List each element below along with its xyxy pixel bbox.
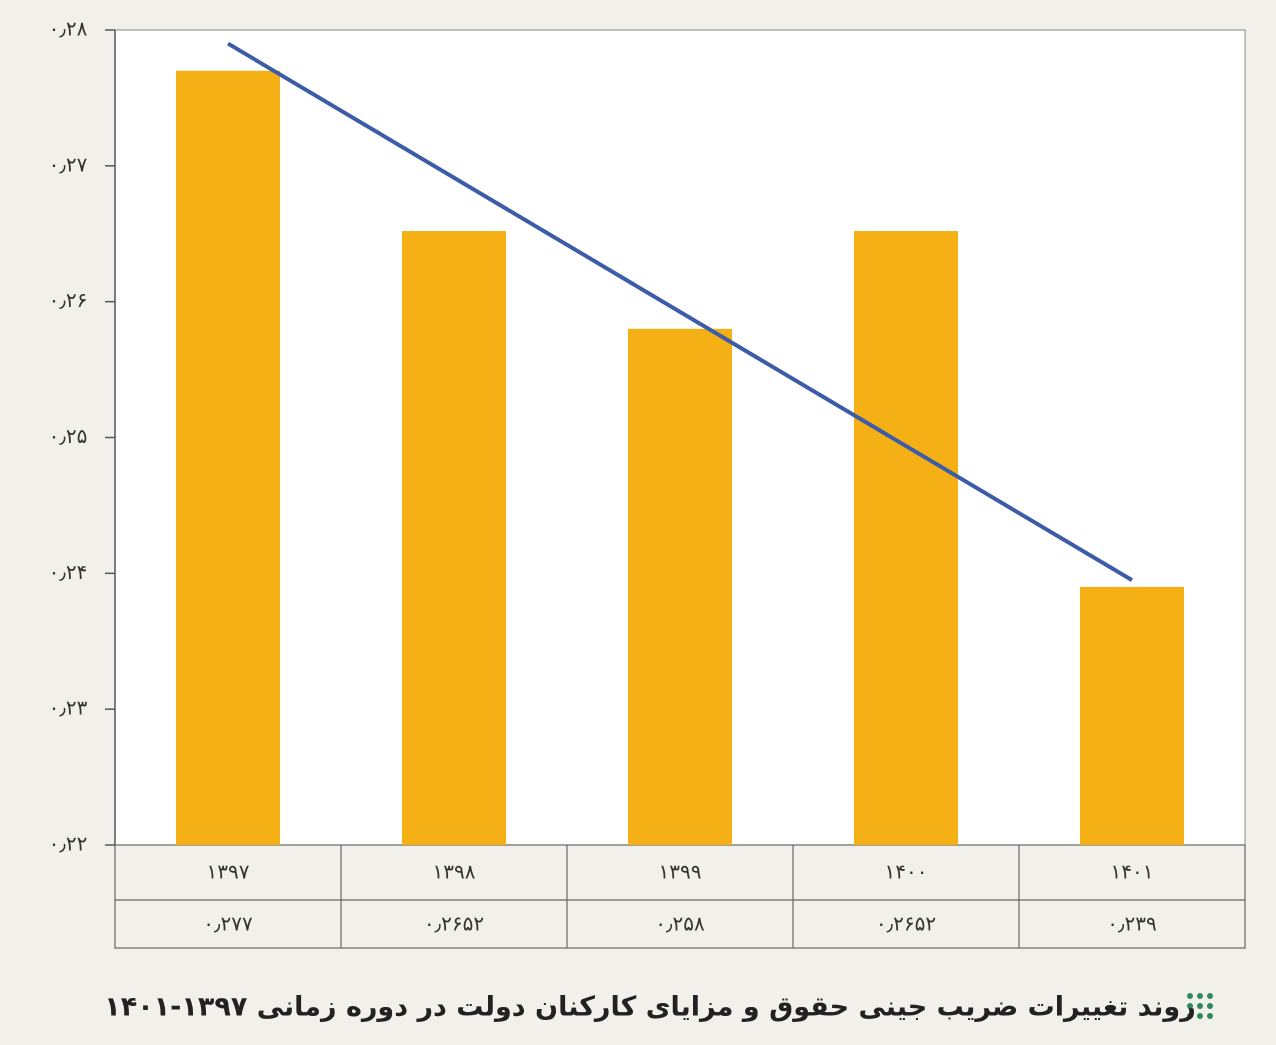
bar [628, 328, 732, 845]
bar [854, 231, 958, 846]
value-label: ۰٫۲۶۵۲ [424, 912, 484, 936]
x-tick-label: ۱۳۹۸ [433, 860, 476, 884]
value-label: ۰٫۲۳۹ [1107, 912, 1156, 936]
y-tick-label: ۰٫۲۵ [49, 424, 88, 448]
trend-line [226, 41, 1134, 582]
bar [1080, 586, 1184, 845]
x-tick-label: ۱۳۹۷ [207, 860, 250, 884]
x-tick-label: ۱۴۰۱ [1111, 860, 1154, 884]
bar [402, 231, 506, 846]
y-tick-label: ۰٫۲۸ [49, 17, 88, 41]
caption-icon [1187, 993, 1213, 1019]
x-tick-label: ۱۳۹۹ [659, 860, 702, 884]
bar [176, 70, 280, 845]
chart-title: روند تغییرات ضریب جینی حقوق و مزایای کار… [104, 992, 1196, 1023]
value-label: ۰٫۲۶۵۲ [876, 912, 936, 936]
y-tick-label: ۰٫۲۷ [49, 152, 88, 176]
value-label: ۰٫۲۵۸ [655, 912, 705, 936]
x-tick-label: ۱۴۰۰ [885, 860, 928, 884]
value-label: ۰٫۲۷۷ [203, 912, 253, 936]
y-tick-label: ۰٫۲۴ [49, 560, 88, 584]
y-tick-label: ۰٫۲۳ [49, 696, 88, 720]
y-tick-label: ۰٫۲۶ [49, 288, 88, 312]
y-tick-label: ۰٫۲۲ [49, 832, 88, 856]
